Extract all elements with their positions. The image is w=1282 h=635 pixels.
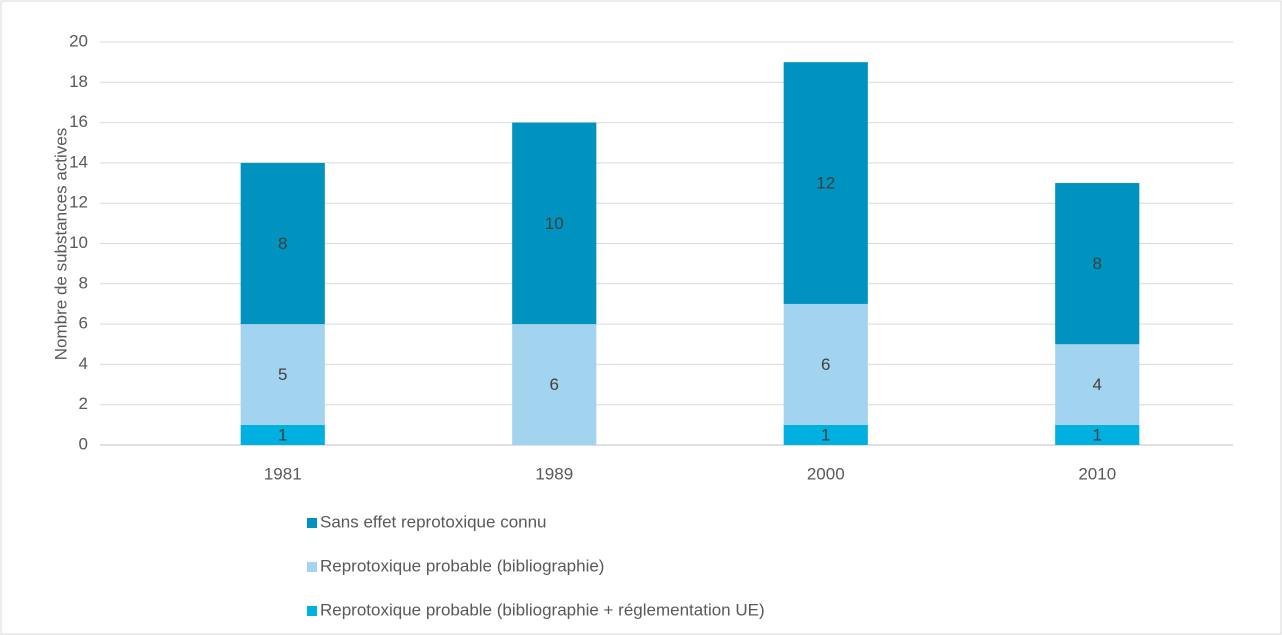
legend-label: Reprotoxique probable (bibliographie + r…: [320, 600, 765, 619]
y-tick-label: 18: [69, 72, 88, 91]
legend-label: Reprotoxique probable (bibliographie): [320, 556, 604, 575]
y-tick-label: 16: [69, 112, 88, 131]
bar-segment: [1055, 424, 1140, 445]
y-axis-label: Nombre de substances actives: [51, 128, 70, 360]
y-tick-label: 0: [79, 434, 88, 453]
x-tick-label: 2010: [1078, 464, 1116, 483]
bar-segment: [240, 324, 325, 425]
data-label: 1: [278, 425, 287, 444]
data-label: 6: [550, 375, 559, 394]
bar-segment: [512, 324, 597, 445]
x-tick-label: 1981: [264, 464, 302, 483]
y-tick-label: 10: [69, 233, 88, 252]
data-label: 10: [545, 214, 564, 233]
data-label: 1: [1093, 425, 1102, 444]
y-tick-label: 12: [69, 193, 88, 212]
data-label: 4: [1093, 375, 1102, 394]
bar-segment: [240, 424, 325, 445]
data-label: 12: [816, 174, 835, 193]
data-label: 8: [278, 234, 287, 253]
y-tick-label: 20: [69, 31, 88, 50]
data-label: 6: [821, 355, 830, 374]
legend-swatch: [307, 562, 317, 572]
y-tick-label: 8: [79, 273, 88, 292]
y-tick-label: 14: [69, 152, 88, 171]
y-tick-label: 6: [79, 314, 88, 333]
bar-segment: [240, 162, 325, 325]
y-tick-label: 2: [79, 394, 88, 413]
bar-segment: [783, 303, 868, 425]
bar-segment: [1055, 344, 1140, 425]
bar-segment: [783, 62, 868, 304]
data-label: 8: [1093, 254, 1102, 273]
bar-segment: [512, 122, 597, 325]
data-label: 1: [821, 425, 830, 444]
legend-swatch: [307, 606, 317, 616]
bar-segment: [1055, 183, 1140, 345]
y-tick-label: 4: [79, 354, 88, 373]
bar-segment: [783, 424, 868, 445]
legend-swatch: [307, 518, 317, 528]
x-tick-label: 2000: [807, 464, 845, 483]
data-label: 5: [278, 365, 287, 384]
legend-label: Sans effet reprotoxique connu: [320, 512, 547, 531]
x-tick-label: 1989: [535, 464, 573, 483]
